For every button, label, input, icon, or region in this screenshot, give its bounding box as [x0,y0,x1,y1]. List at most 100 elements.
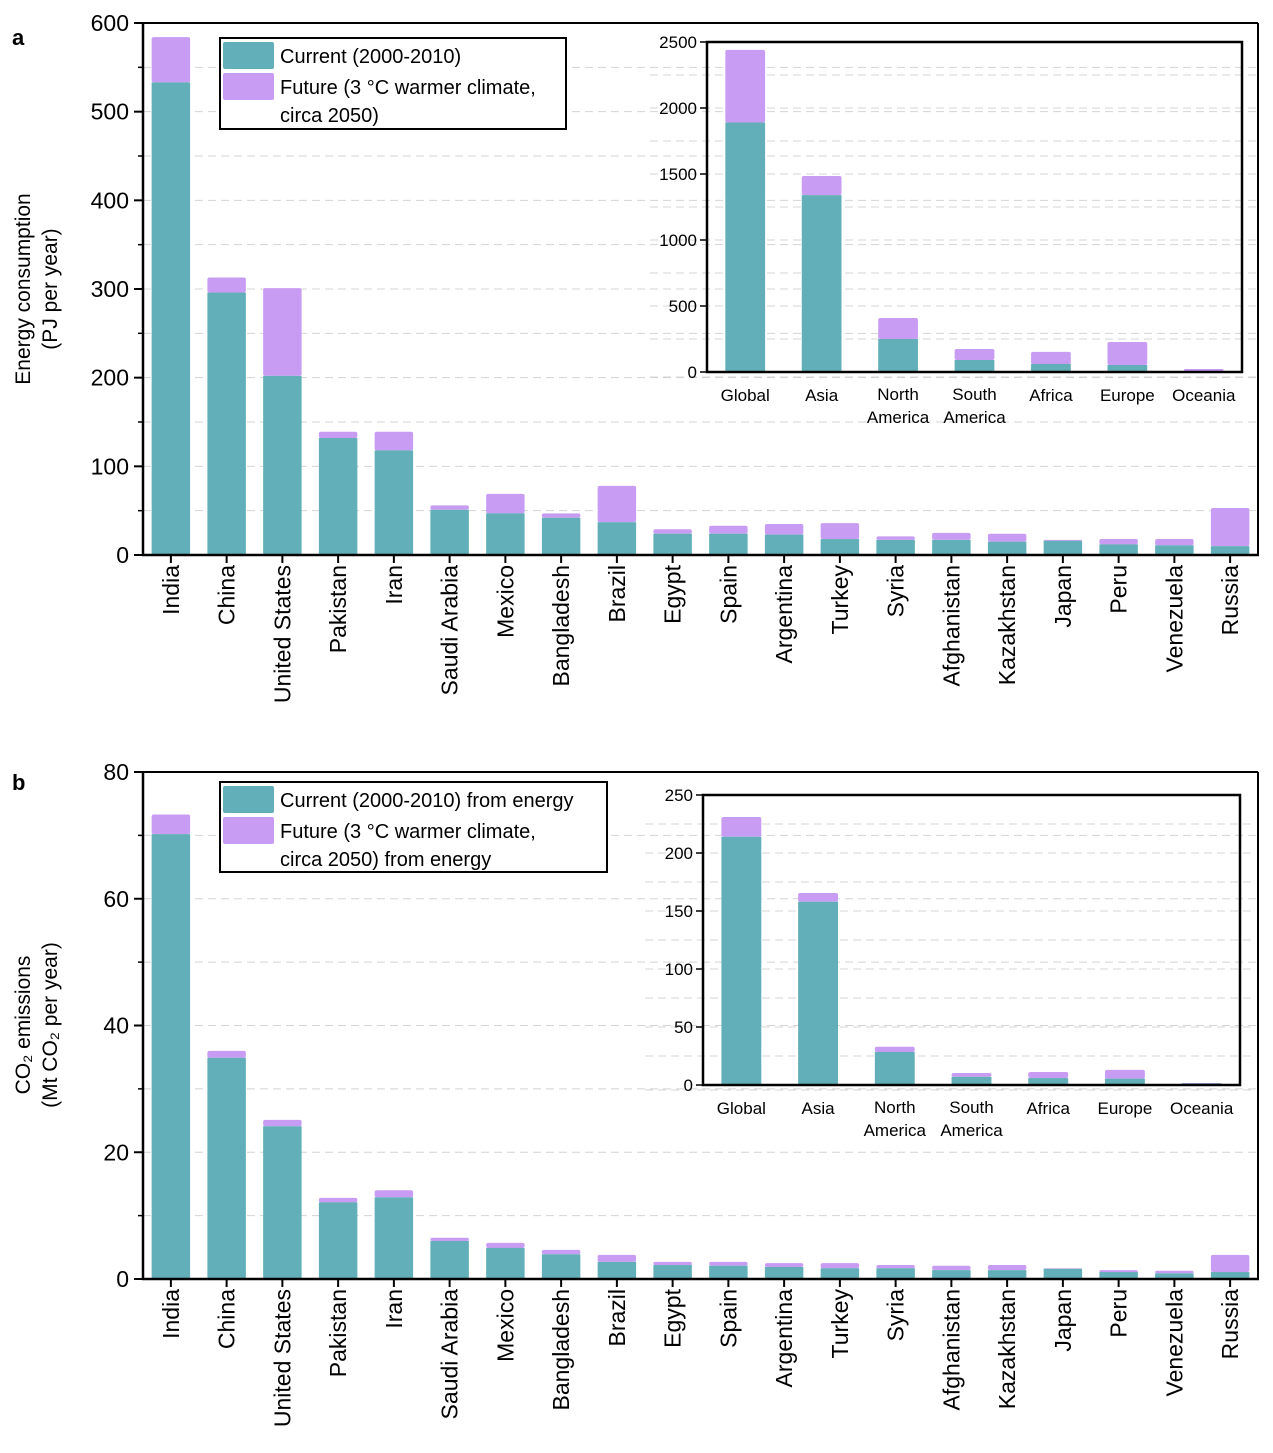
bar-future [263,288,302,376]
bar-current [430,1240,469,1279]
bar-future [151,814,191,835]
inset-y-tick-label: 0 [688,363,697,382]
bar-current [597,1261,637,1279]
inset-bar-future [878,318,918,339]
inset-y-tick-label: 500 [669,297,697,316]
y-tick-label: 0 [116,542,129,568]
x-tick-label: Peru [1106,565,1132,614]
inset-x-label: Asia [805,386,839,405]
inset-x-label: Oceania [1172,386,1236,405]
y-tick-label: 40 [103,1013,129,1039]
inset-bar-future [1104,1069,1145,1079]
bar-future [318,431,358,438]
inset-x-label: Africa [1029,386,1073,405]
inset-x-label: Asia [802,1099,836,1118]
y-tick-label: 300 [91,276,129,302]
inset-x-label: South [952,385,996,404]
inset-y-tick-label: 1000 [659,231,697,250]
legend: Current (2000-2010) Future (3 °C warmer c… [219,37,567,130]
bar-future [876,536,915,540]
x-tick-label: Egypt [660,564,686,623]
y-tick-label: 0 [116,1266,129,1292]
x-tick-label: Venezuela [1161,565,1187,673]
x-tick-label: United States [269,565,295,703]
inset-y-tick-label: 150 [665,902,693,921]
bar-future [709,1261,748,1266]
x-tick-label: Egypt [660,1288,686,1347]
x-tick-label: Russia [1217,1289,1243,1360]
bars [151,37,1250,555]
x-tick-label: Kazakhstan [994,565,1020,685]
inset-y-tick-label: 250 [665,786,693,805]
x-tick-label: Bangladesh [548,1289,574,1411]
inset-chart: Global Asia North America South America Africa… [650,33,1256,427]
bar-current [820,539,860,555]
bar-current [151,82,191,555]
x-tick-label: Saudi Arabia [437,565,463,696]
inset-y-tick-label: 2000 [659,99,697,118]
bar-future [820,1263,860,1269]
y-tick-label: 20 [103,1139,129,1165]
legend-label: circa 2050) [280,105,379,127]
bar-future [541,1249,581,1255]
legend-label: Future (3 °C warmer climate, [280,821,536,843]
inset-bar-current [954,359,995,372]
inset-bar-future [874,1046,915,1052]
inset-x-label: Global [721,386,770,405]
x-tick-label: Syria [883,1289,909,1342]
bar-current [374,450,414,555]
bar-current [709,533,748,555]
bar-current [987,541,1027,555]
bar-future [207,277,246,293]
bar-current [764,1266,804,1279]
inset-bar-current [874,1051,915,1085]
bar-future [820,523,860,540]
x-tick-label: Afghanistan [938,1289,964,1410]
inset-bar-current [1031,363,1071,372]
inset-frame [701,793,1242,1087]
inset-y-tick-label: 50 [674,1018,693,1037]
inset-chart: Global Asia North America South America Africa… [645,786,1255,1140]
inset-x-label: Global [717,1099,766,1118]
bar-current [541,1254,581,1279]
inset-y-tick-label: 200 [665,844,693,863]
inset-x-label: Africa [1026,1099,1070,1118]
bar-current [764,534,804,555]
gridlines [143,834,1258,1217]
x-tick-label: India [158,1289,184,1339]
bar-future [597,485,637,523]
legend-label: circa 2050) from energy [280,849,491,871]
bar-current [653,1265,692,1279]
inset-bar-future [798,893,839,902]
inset-bar-future [1031,351,1071,364]
bar-current [876,1268,915,1279]
x-tick-label: Spain [715,565,741,624]
x-tick-label: Pakistan [325,1289,351,1377]
bar-future [764,523,804,535]
x-tick-label: Russia [1217,565,1243,636]
bar-current [318,437,358,555]
panel-b: India China United States Pakistan Iran Saudi… [12,759,1259,1427]
inset-bar-future [1028,1072,1069,1079]
y-tick-label: 600 [91,10,129,36]
inset-bar-current [878,339,918,372]
y-axis-label: Energy consumption (PJ per year) [12,193,62,384]
bar-future [486,493,525,514]
bar-future [987,533,1027,542]
inset-bar-current [721,836,762,1085]
x-tick-label: Iran [381,1289,407,1329]
bar-future [318,1197,358,1203]
bar-future [932,532,971,540]
inset-bar-future [1107,342,1148,366]
bar-future [1155,539,1194,546]
legend-swatch-future [223,73,274,100]
y-tick-label: 500 [91,99,129,125]
y-tick-label: 60 [103,886,129,912]
inset-y-tick-label: 2500 [659,33,697,52]
inset-bar-future [954,349,995,360]
bar-future [263,1119,302,1127]
bar-current [318,1202,358,1279]
bar-future [1043,1268,1083,1269]
bar-current [486,513,525,555]
